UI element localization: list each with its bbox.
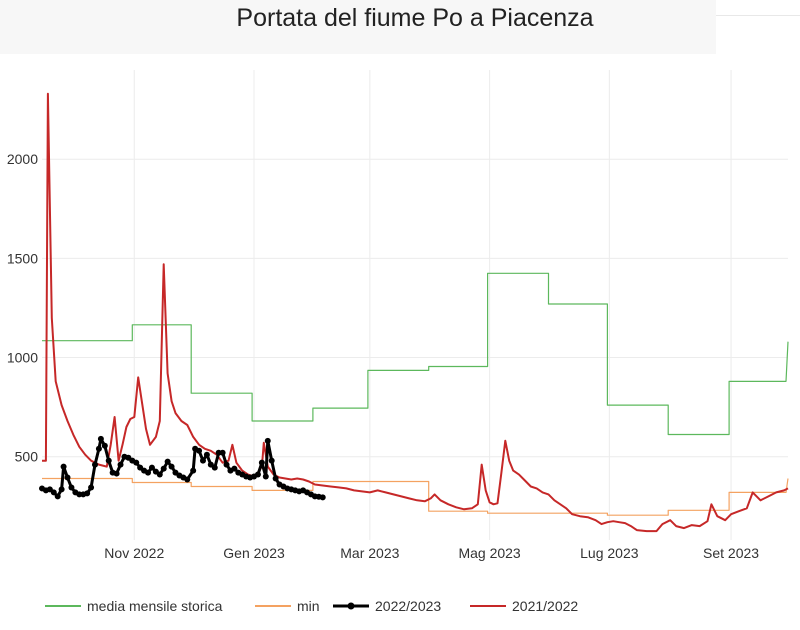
data-point (262, 473, 269, 480)
x-tick-label: Nov 2022 (104, 545, 164, 561)
data-point (164, 458, 171, 465)
data-point (54, 493, 61, 500)
x-tick-label: Set 2023 (703, 545, 759, 561)
data-point (60, 463, 67, 470)
x-tick-label: Lug 2023 (580, 545, 639, 561)
data-point (113, 470, 120, 477)
y-tick-label: 500 (15, 449, 39, 465)
legend-marker (347, 602, 355, 610)
data-point (211, 464, 218, 471)
series-line-media-mensile-storica (42, 272, 789, 436)
data-point (95, 445, 102, 452)
data-point (184, 476, 191, 483)
data-point (268, 457, 275, 464)
data-point (133, 459, 140, 466)
data-point (58, 486, 65, 493)
data-point (84, 490, 91, 497)
data-point (117, 461, 124, 468)
data-point (264, 437, 271, 444)
data-point (199, 457, 206, 464)
data-point (231, 465, 238, 472)
data-point (88, 484, 95, 491)
plot-series (39, 92, 789, 533)
data-point (319, 494, 326, 501)
data-point (190, 467, 197, 474)
data-point (203, 451, 210, 458)
data-point (101, 442, 108, 449)
y-tick-label: 1500 (7, 250, 38, 266)
data-point (196, 447, 203, 454)
data-point (145, 469, 152, 476)
data-point (258, 459, 265, 466)
data-point (223, 461, 230, 468)
legend-label: 2022/2023 (375, 598, 441, 614)
legend-item[interactable]: media mensile storica (45, 598, 223, 614)
y-tick-label: 1000 (7, 350, 38, 366)
data-point (168, 463, 175, 470)
data-point (68, 484, 75, 491)
modebar-divider (716, 15, 800, 16)
data-point (148, 464, 155, 471)
x-tick-label: Gen 2023 (223, 545, 285, 561)
legend-item[interactable]: min (255, 598, 320, 614)
data-point (156, 471, 163, 478)
data-point (160, 465, 167, 472)
data-point (64, 474, 71, 481)
legend-label: min (297, 598, 320, 614)
data-point (254, 471, 261, 478)
data-point (219, 449, 226, 456)
legend-item[interactable]: 2022/2023 (333, 598, 441, 614)
series-line-min (42, 477, 789, 516)
x-tick-label: Mag 2023 (458, 545, 520, 561)
x-axis-ticks: Nov 2022 Gen 2023 Mar 2023 Mag 2023 Lug 2023… (104, 545, 759, 561)
y-tick-label: 2000 (7, 151, 38, 167)
legend[interactable]: media mensile storica min 2022/2023 2021/20… (45, 598, 578, 614)
legend-label: media mensile storica (87, 598, 223, 614)
y-axis-ticks: 500 1000 1500 2000 (7, 151, 38, 464)
chart-title: Portata del fiume Po a Piacenza (236, 4, 594, 32)
data-point (92, 461, 99, 468)
legend-label: 2021/2022 (512, 598, 578, 614)
data-point (105, 457, 112, 464)
series-line-2021-2022 (42, 92, 789, 533)
data-point (97, 435, 104, 442)
data-point (50, 489, 57, 496)
data-point (272, 475, 279, 482)
series-line-2022-2023 (41, 437, 323, 499)
x-tick-label: Mar 2023 (340, 545, 399, 561)
legend-item[interactable]: 2021/2022 (470, 598, 578, 614)
title-bar: Portata del fiume Po a Piacenza (0, 0, 716, 54)
